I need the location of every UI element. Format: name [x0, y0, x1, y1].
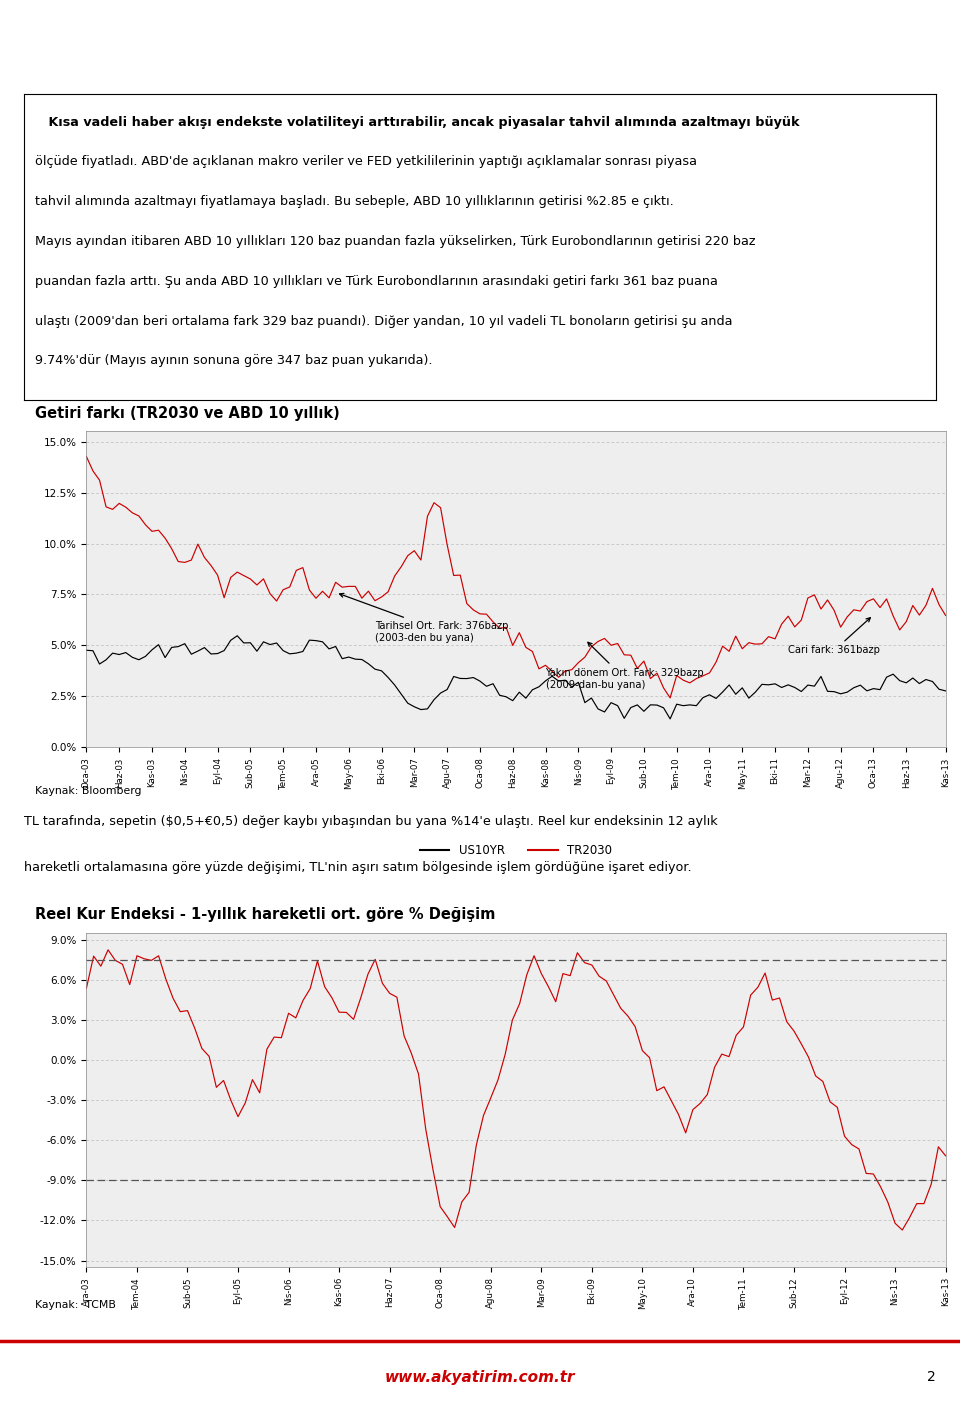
TR2030	[185, 552, 197, 569]
US10YR	[375, 662, 387, 679]
Text: Yatırım: Yatırım	[843, 30, 948, 58]
US10YR	[789, 679, 801, 695]
TR2030	[776, 615, 787, 632]
US10YR	[940, 683, 951, 700]
Text: www.akyatirim.com.tr: www.akyatirim.com.tr	[385, 1370, 575, 1385]
Text: ölçüde fiyatladı. ABD'de açıklanan makro veriler ve FED yetkililerinin yaptığı a: ölçüde fiyatladı. ABD'de açıklanan makro…	[35, 156, 697, 169]
Text: 2: 2	[927, 1370, 936, 1384]
Legend: US10YR, TR2030: US10YR, TR2030	[415, 839, 617, 861]
Text: puandan fazla arttı. Şu anda ABD 10 yıllıkları ve Türk Eurobondlarının arasındak: puandan fazla arttı. Şu anda ABD 10 yıll…	[35, 275, 718, 288]
TR2030	[664, 690, 676, 707]
Text: AK: AK	[875, 27, 926, 60]
US10YR	[664, 711, 676, 728]
US10YR	[185, 646, 197, 663]
US10YR	[349, 651, 361, 667]
Text: Mayıs ayından itibaren ABD 10 yıllıkları 120 baz puandan fazla yükselirken, Türk: Mayıs ayından itibaren ABD 10 yıllıkları…	[35, 235, 756, 249]
Line: US10YR: US10YR	[86, 635, 946, 719]
Text: Kısa vadeli haber akışı endekste volatiliteyi arttırabilir, ancak piyasalar tahv: Kısa vadeli haber akışı endekste volatil…	[35, 115, 800, 129]
Text: Reel Kur Endeksi - 1-yıllık hareketli ort. göre % Değişim: Reel Kur Endeksi - 1-yıllık hareketli or…	[35, 908, 495, 922]
Text: Tarihsel Ort. Fark: 376bazp.
(2003-den bu yana): Tarihsel Ort. Fark: 376bazp. (2003-den b…	[340, 593, 512, 642]
US10YR	[782, 676, 794, 693]
Text: Yakın dönem Ort. Fark: 329bazp
(2009-dan-bu yana): Yakın dönem Ort. Fark: 329bazp (2009-dan…	[545, 642, 704, 690]
US10YR	[231, 627, 243, 643]
TR2030	[81, 448, 92, 465]
Text: Kaynak:  TCMB: Kaynak: TCMB	[35, 1300, 116, 1311]
Text: Cari fark: 361bazp: Cari fark: 361bazp	[788, 618, 880, 656]
TR2030	[940, 607, 951, 624]
TR2030	[153, 521, 164, 538]
TR2030	[343, 577, 354, 594]
US10YR	[153, 636, 164, 653]
TR2030	[782, 608, 794, 625]
Text: 9.74%'dür (Mayıs ayının sonuna göre 347 baz puan yukarıda).: 9.74%'dür (Mayıs ayının sonuna göre 347 …	[35, 354, 432, 368]
Text: hareketli ortalamasına göre yüzde değişimi, TL'nin aşırı satım bölgesinde işlem : hareketli ortalamasına göre yüzde değişi…	[24, 861, 691, 874]
Text: ulaştı (2009'dan beri ortalama fark 329 baz puandı). Diğer yandan, 10 yıl vadeli: ulaştı (2009'dan beri ortalama fark 329 …	[35, 315, 732, 327]
Text: tahvil alımında azaltmayı fiyatlamaya başladı. Bu sebeple, ABD 10 yıllıklarının : tahvil alımında azaltmayı fiyatlamaya ba…	[35, 195, 674, 208]
Text: TL tarafında, sepetin ($0,5+€0,5) değer kaybı yıbaşından bu yana %14'e ulaştı. R: TL tarafında, sepetin ($0,5+€0,5) değer …	[24, 815, 718, 829]
Text: Getiri farkı (TR2030 ve ABD 10 yıllık): Getiri farkı (TR2030 ve ABD 10 yıllık)	[35, 406, 340, 420]
TR2030	[370, 593, 381, 610]
US10YR	[81, 642, 92, 659]
Text: Kaynak: Bloomberg: Kaynak: Bloomberg	[35, 785, 141, 797]
Line: TR2030: TR2030	[86, 457, 946, 698]
